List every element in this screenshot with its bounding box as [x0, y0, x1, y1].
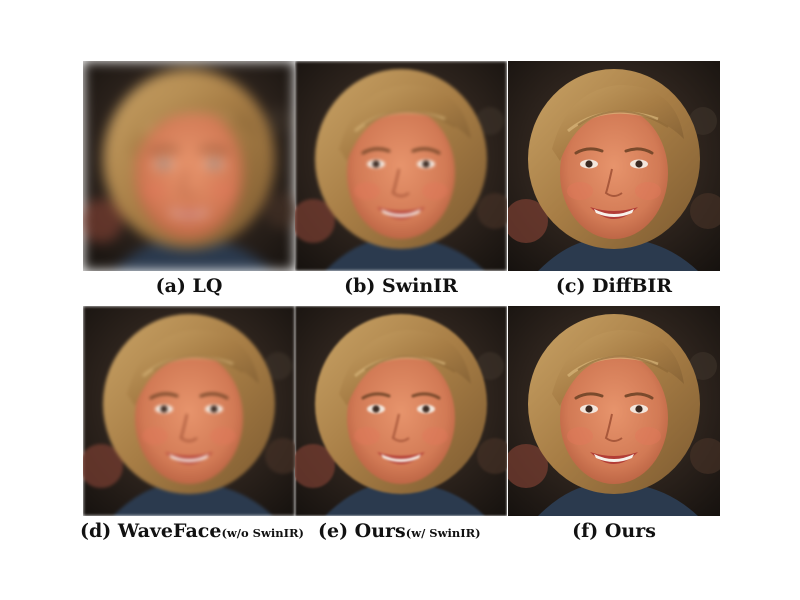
caption-a-main: (a) LQ	[155, 275, 223, 297]
caption-f-main: (f) Ours	[572, 520, 656, 542]
caption-c: (c) DiffBIR	[494, 275, 734, 297]
panel-diffbir-image	[508, 61, 720, 271]
panel-lq-image	[83, 61, 295, 271]
caption-a: (a) LQ	[69, 275, 309, 297]
panel-ours-swinir-image	[295, 306, 507, 516]
caption-e-sub: (w/ SwinIR)	[405, 526, 481, 540]
caption-b: (b) SwinIR	[281, 275, 521, 297]
panel-swinir-image	[295, 61, 507, 271]
caption-f: (f) Ours	[494, 520, 734, 542]
panel-waveface-image	[83, 306, 295, 516]
caption-e-main: (e) Ours	[318, 520, 406, 542]
caption-e: (e) Ours(w/ SwinIR)	[318, 520, 518, 542]
caption-d-main: (d) WaveFace	[80, 520, 222, 542]
caption-b-main: (b) SwinIR	[344, 275, 458, 297]
caption-c-main: (c) DiffBIR	[555, 275, 673, 297]
caption-d-sub: (w/o SwinIR)	[221, 526, 304, 540]
caption-d: (d) WaveFace(w/o SwinIR)	[80, 520, 304, 542]
panel-ours-image	[508, 306, 720, 516]
